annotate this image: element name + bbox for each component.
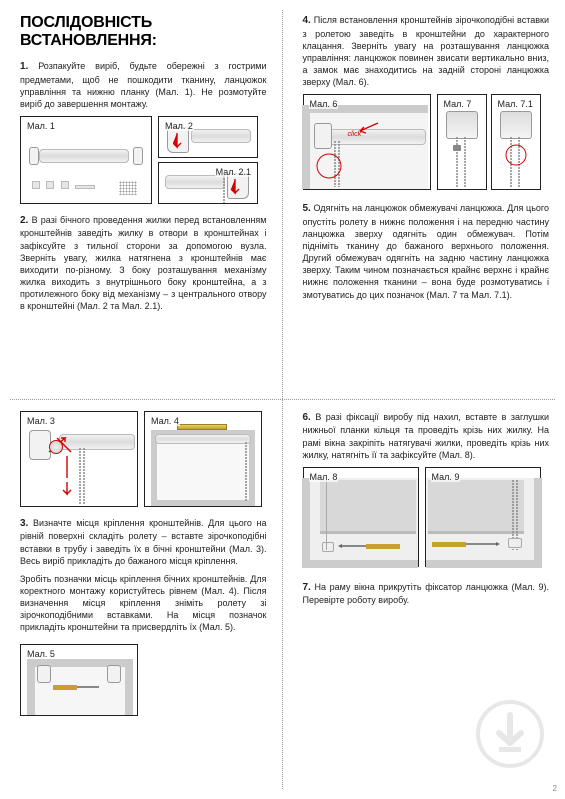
- step-7-text: 7. На раму вікна прикрутіть фіксатор лан…: [303, 581, 550, 607]
- screwdriver-icon: [338, 538, 408, 556]
- detail-circle-icon: [504, 143, 528, 167]
- chain-fixator-icon: [508, 538, 522, 548]
- screwdriver-icon: [432, 536, 508, 554]
- quadrant-1: ПОСЛІДОВНІСТЬ ВСТАНОВЛЕННЯ: 1. Розпакуйт…: [0, 0, 283, 397]
- figure-9: Мал. 9: [425, 467, 541, 567]
- step-3-text-b: Зробіть позначки місць кріплення бічних …: [20, 573, 267, 634]
- watermark-icon: [475, 699, 545, 769]
- figure-5-label: Мал. 5: [26, 649, 56, 659]
- figure-5: Мал. 5: [20, 644, 138, 716]
- figure-7-label: Мал. 7: [443, 99, 473, 109]
- step-4-text: 4. Після встановлення кронштейнів зірочк…: [303, 14, 550, 88]
- detail-circle-icon: [314, 151, 344, 181]
- figure-7-1: Мал. 7.1: [491, 94, 541, 190]
- figure-7-1-label: Мал. 7.1: [497, 99, 534, 109]
- figure-8: Мал. 8: [303, 467, 419, 567]
- figure-2-1-label: Мал. 2.1: [215, 167, 252, 177]
- figure-6-label: Мал. 6: [309, 99, 339, 109]
- quadrant-3: Мал. 3 Мал. 4: [0, 397, 283, 799]
- quadrant-2: 4. Після встановлення кронштейнів зірочк…: [283, 0, 565, 397]
- arrow-icon: [223, 177, 243, 199]
- figure-2-label: Мал. 2: [164, 121, 194, 131]
- horizontal-divider: [10, 399, 555, 400]
- figure-4-label: Мал. 4: [150, 416, 180, 426]
- step-1-text: 1. Розпакуйте виріб, будьте обережні з г…: [20, 60, 267, 110]
- quadrant-4: 6. В разі фіксації виробу під нахил, вст…: [283, 397, 565, 799]
- figure-3-label: Мал. 3: [26, 416, 56, 426]
- figure-2: Мал. 2: [158, 116, 258, 158]
- star-insert-icon: [49, 440, 63, 454]
- tensioner-icon: [322, 542, 334, 552]
- figure-1: Мал. 1: [20, 116, 152, 204]
- step-5-text: 5. Одягніть на ланцюжок обмежувачі ланцю…: [303, 202, 550, 300]
- step-2-text: 2. В разі бічного проведення жилки перед…: [20, 214, 267, 312]
- arrow-icon: [173, 131, 193, 153]
- figure-4: Мал. 4: [144, 411, 262, 507]
- step-3-text-a: 3. Визначте місця кріплення кронштейнів.…: [20, 517, 267, 567]
- page-number: 2: [553, 784, 557, 793]
- page-title: ПОСЛІДОВНІСТЬ ВСТАНОВЛЕННЯ:: [20, 14, 267, 50]
- figure-1-label: Мал. 1: [26, 121, 56, 131]
- arrow-icon: [354, 119, 384, 139]
- figure-3: Мал. 3: [20, 411, 138, 507]
- level-icon: [177, 424, 227, 430]
- figure-9-label: Мал. 9: [431, 472, 461, 482]
- screwdriver-icon: [53, 675, 103, 705]
- arrow-icon: [59, 454, 75, 498]
- figure-8-label: Мал. 8: [309, 472, 339, 482]
- figure-7: Мал. 7: [437, 94, 487, 190]
- figure-6: Мал. 6 click: [303, 94, 431, 190]
- figure-2-1: Мал. 2.1: [158, 162, 258, 204]
- step-6-text: 6. В разі фіксації виробу під нахил, вст…: [303, 411, 550, 461]
